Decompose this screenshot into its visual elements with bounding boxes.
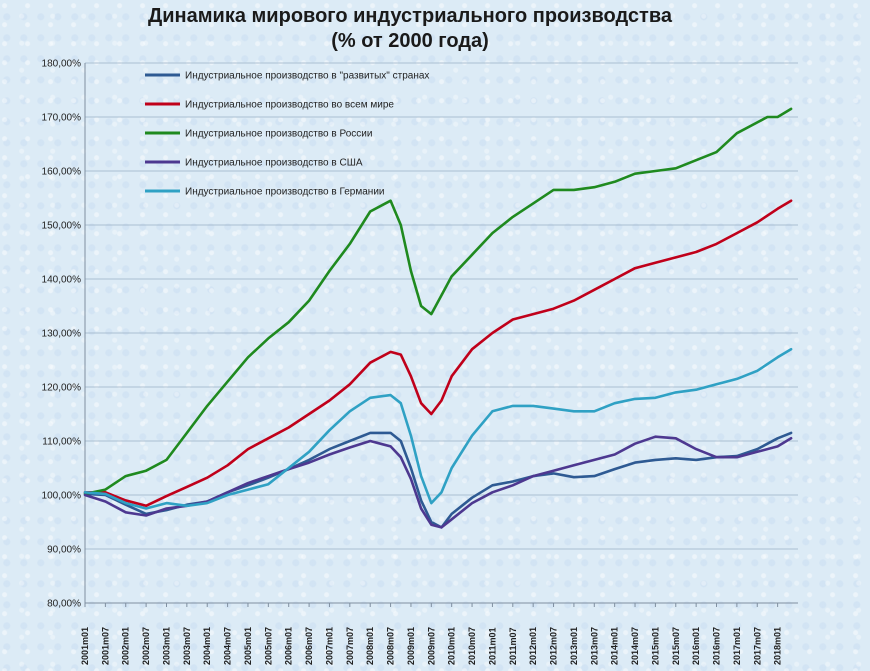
x-tick-label: 2013m07	[589, 627, 599, 665]
x-tick-label: 2014m01	[610, 627, 620, 665]
x-tick-label: 2017m07	[752, 627, 762, 665]
x-tick-label: 2005m07	[263, 627, 273, 665]
x-tick-label: 2012m01	[528, 627, 538, 665]
y-tick-label: 140,00%	[42, 275, 82, 286]
x-tick-label: 2009m07	[426, 627, 436, 665]
series-line-0	[83, 431, 793, 529]
legend-label-0: Индустриальное производство в "развитых"…	[185, 71, 429, 82]
x-tick-label: 2013m01	[569, 627, 579, 665]
y-tick-label: 110,00%	[42, 437, 81, 448]
y-tick-label: 180,00%	[42, 59, 82, 70]
legend-label-1: Индустриальное производство во всем мире	[185, 100, 394, 111]
x-tick-label: 2015m01	[650, 627, 660, 665]
x-tick-label: 2008m01	[365, 627, 375, 665]
x-tick-label: 2015m07	[671, 627, 681, 665]
x-tick-label: 2007m07	[345, 627, 355, 665]
y-tick-label: 90,00%	[47, 545, 81, 556]
x-tick-label: 2008m07	[386, 627, 396, 665]
y-tick-label: 80,00%	[47, 599, 81, 610]
legend: Индустриальное производство в "развитых"…	[145, 71, 429, 198]
chart-subtitle: (% от 2000 года)	[331, 30, 489, 52]
x-tick-label: 2002m01	[121, 627, 131, 665]
x-tick-label: 2016m07	[712, 627, 722, 665]
x-tick-label: 2007m01	[324, 627, 334, 665]
chart-title: Динамика мирового индустриального произв…	[147, 5, 672, 27]
x-tick-label: 2011m01	[487, 627, 497, 665]
x-tick-label: 2017m01	[732, 627, 742, 665]
y-tick-label: 130,00%	[42, 329, 82, 340]
grid-lines	[85, 62, 798, 604]
x-tick-label: 2005m01	[243, 627, 253, 665]
y-tick-label: 170,00%	[42, 113, 82, 124]
x-tick-label: 2003m07	[182, 627, 192, 665]
y-tick-label: 160,00%	[42, 167, 82, 178]
y-tick-label: 100,00%	[42, 491, 82, 502]
series-line-3	[83, 435, 793, 529]
x-tick-label: 2009m01	[406, 627, 416, 665]
chart-title-block: Динамика мирового индустриального произв…	[0, 4, 820, 54]
x-tick-label: 2018m01	[773, 627, 783, 665]
legend-label-2: Индустриальное производство в России	[185, 129, 372, 140]
x-tick-label: 2012m07	[549, 627, 559, 665]
x-tick-label: 2010m01	[447, 627, 457, 665]
x-tick-label: 2004m01	[202, 627, 212, 665]
axes: 80,00% 90,00% 100,00% 110,00% 120,00% 130,00%…	[42, 59, 798, 665]
y-tick-label: 150,00%	[42, 221, 82, 232]
x-tick-label: 2016m01	[691, 627, 701, 665]
x-tick-label: 2004m07	[223, 627, 233, 665]
x-tick-label: 2014m07	[630, 627, 640, 665]
legend-label-4: Индустриальное производство в Германии	[185, 187, 385, 198]
x-tick-label: 2001m07	[100, 627, 110, 665]
x-tick-label: 2001m01	[80, 627, 90, 665]
series-line-2	[83, 107, 793, 496]
x-tick-label: 2003m01	[161, 627, 171, 665]
legend-label-3: Индустриальное производство в США	[185, 158, 363, 169]
x-tick-label: 2006m07	[304, 627, 314, 665]
series-lines	[83, 107, 793, 529]
series-line-1	[83, 199, 793, 508]
x-tick-label: 2011m07	[508, 627, 518, 665]
x-tick-label: 2002m07	[141, 627, 151, 665]
x-tick-label: 2006m01	[284, 627, 294, 665]
y-tick-label: 120,00%	[42, 383, 82, 394]
x-tick-label: 2010m07	[467, 627, 477, 665]
series-line-4	[83, 347, 793, 510]
